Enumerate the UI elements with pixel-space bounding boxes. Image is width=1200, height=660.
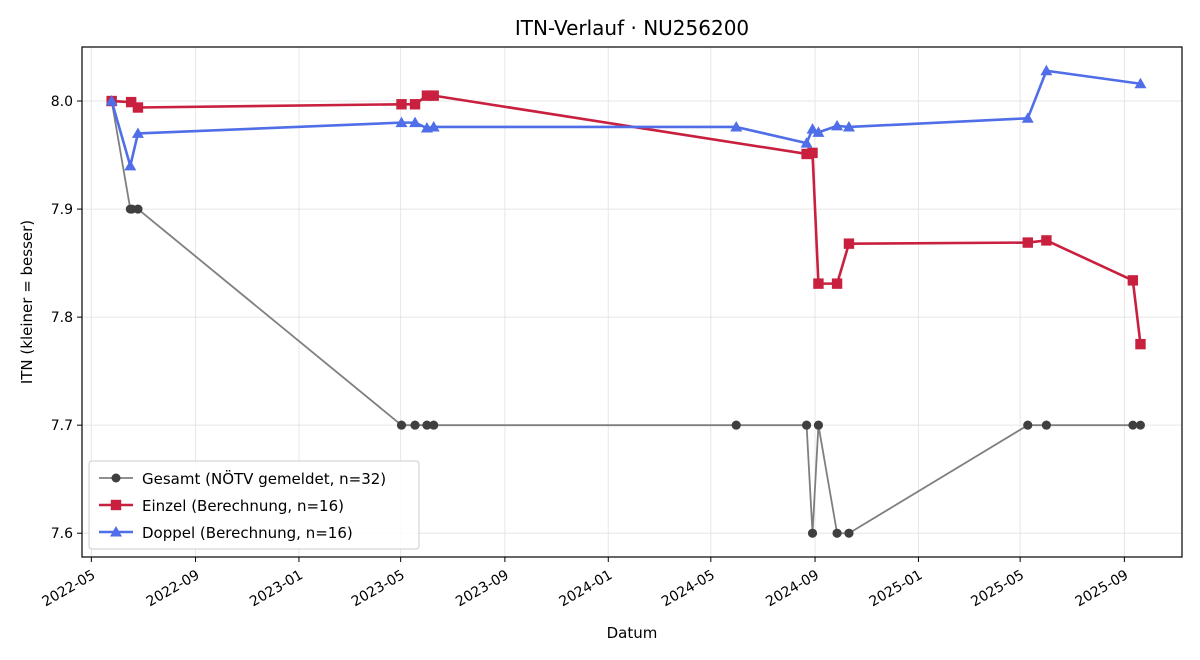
data-point-gesamt bbox=[410, 420, 420, 430]
legend-entry-gesamt: Gesamt (NÖTV gemeldet, n=32) bbox=[142, 469, 386, 488]
data-point-doppel bbox=[1040, 64, 1053, 76]
data-point-gesamt bbox=[731, 420, 741, 430]
data-point-doppel bbox=[124, 159, 137, 171]
chart-title: ITN-Verlauf · NU256200 bbox=[515, 16, 749, 40]
data-point-gesamt bbox=[1023, 420, 1033, 430]
data-point-gesamt bbox=[1135, 420, 1145, 430]
y-axis-label: ITN (kleiner = besser) bbox=[18, 220, 36, 384]
x-axis-label: Datum bbox=[607, 624, 658, 642]
legend-markers bbox=[99, 473, 133, 537]
legend: Gesamt (NÖTV gemeldet, n=32) Einzel (Ber… bbox=[88, 460, 420, 550]
y-tick-label: 7.7 bbox=[51, 418, 73, 434]
data-point-doppel bbox=[730, 120, 743, 132]
legend-marker-einzel bbox=[110, 499, 122, 511]
data-point-doppel bbox=[427, 120, 440, 132]
data-point-einzel bbox=[813, 278, 824, 289]
y-tick-label: 8.0 bbox=[51, 94, 73, 110]
series-layer bbox=[105, 64, 1147, 538]
legend-entry-doppel: Doppel (Berechnung, n=16) bbox=[142, 524, 353, 542]
data-point-gesamt bbox=[133, 204, 143, 214]
data-point-einzel bbox=[1127, 275, 1139, 286]
data-point-einzel bbox=[125, 96, 137, 108]
legend-box bbox=[88, 460, 420, 550]
data-point-gesamt bbox=[1041, 420, 1051, 430]
data-point-einzel bbox=[807, 147, 818, 159]
data-point-einzel bbox=[428, 90, 439, 101]
data-point-gesamt bbox=[396, 420, 406, 430]
data-point-einzel bbox=[1041, 235, 1052, 246]
series-doppel bbox=[105, 64, 1147, 171]
data-point-doppel bbox=[105, 95, 118, 106]
y-tick-label: 7.9 bbox=[51, 202, 73, 218]
data-point-doppel bbox=[1134, 77, 1147, 89]
data-point-einzel bbox=[1022, 237, 1033, 248]
data-point-einzel bbox=[396, 99, 407, 110]
data-point-doppel bbox=[842, 120, 855, 132]
legend-marker-doppel bbox=[110, 526, 122, 537]
data-point-gesamt bbox=[813, 420, 823, 430]
data-point-doppel bbox=[831, 119, 844, 131]
data-point-einzel bbox=[843, 238, 855, 249]
data-point-doppel bbox=[1021, 112, 1034, 123]
series-line-doppel bbox=[110, 69, 1141, 168]
data-point-doppel bbox=[806, 123, 819, 134]
y-tick-label: 7.6 bbox=[51, 526, 73, 542]
data-point-doppel bbox=[812, 126, 825, 137]
data-point-gesamt bbox=[808, 528, 818, 538]
plot-frame bbox=[81, 46, 1183, 558]
data-point-gesamt bbox=[802, 420, 812, 430]
data-point-einzel bbox=[421, 90, 433, 101]
data-point-doppel bbox=[800, 137, 813, 148]
data-point-einzel bbox=[132, 102, 144, 113]
data-point-gesamt bbox=[429, 420, 439, 430]
data-point-einzel bbox=[831, 278, 843, 289]
data-point-einzel bbox=[409, 99, 421, 110]
data-point-doppel bbox=[409, 116, 422, 128]
legend-entry-einzel: Einzel (Berechnung, n=16) bbox=[142, 497, 344, 515]
data-point-doppel bbox=[395, 116, 408, 128]
data-point-doppel bbox=[131, 127, 144, 138]
data-point-gesamt bbox=[1128, 420, 1138, 430]
data-point-gesamt bbox=[422, 420, 432, 430]
data-point-einzel bbox=[1135, 338, 1146, 350]
data-point-gesamt bbox=[844, 528, 854, 538]
data-point-einzel bbox=[801, 148, 812, 160]
y-tick-label: 7.8 bbox=[51, 310, 73, 326]
data-point-gesamt bbox=[832, 528, 842, 538]
legend-marker-gesamt bbox=[111, 473, 121, 483]
